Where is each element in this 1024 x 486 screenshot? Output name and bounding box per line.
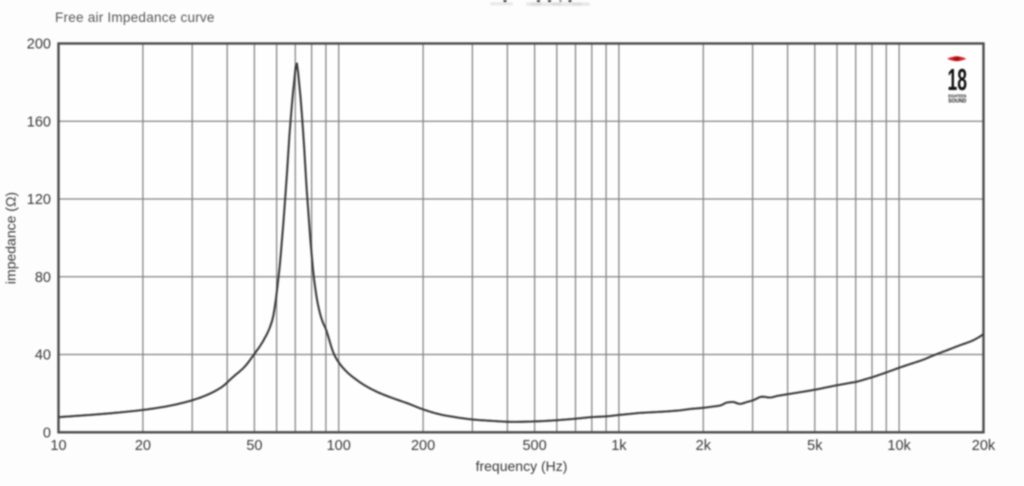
svg-text:EIGHTEEN: EIGHTEEN (948, 93, 966, 98)
svg-text:frequency (Hz): frequency (Hz) (476, 458, 568, 474)
svg-text:80: 80 (35, 270, 51, 286)
svg-text:5k: 5k (807, 438, 823, 454)
svg-text:impedance (Ω): impedance (Ω) (3, 192, 19, 284)
svg-text:Free air Impedance curve: Free air Impedance curve (55, 10, 215, 25)
svg-text:SOUND: SOUND (948, 99, 966, 105)
svg-text:20k: 20k (972, 438, 996, 454)
svg-text:20: 20 (135, 438, 151, 454)
svg-text:10: 10 (50, 438, 66, 454)
svg-text:160: 160 (27, 115, 51, 131)
svg-text:50: 50 (246, 438, 262, 454)
svg-text:40: 40 (35, 348, 51, 364)
svg-text:100: 100 (327, 438, 351, 454)
svg-text:10k: 10k (887, 438, 911, 454)
svg-text:2k: 2k (696, 438, 712, 454)
svg-text:500: 500 (522, 438, 546, 454)
svg-text:200: 200 (411, 438, 435, 454)
svg-text:200: 200 (27, 37, 51, 53)
svg-text:18: 18 (948, 62, 968, 97)
svg-text:120: 120 (27, 192, 51, 208)
svg-text:1k: 1k (611, 438, 627, 454)
svg-text:0: 0 (43, 426, 51, 442)
